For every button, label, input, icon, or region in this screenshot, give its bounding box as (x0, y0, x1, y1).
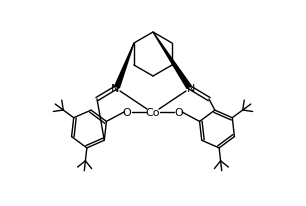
Polygon shape (115, 44, 134, 88)
Text: O: O (123, 108, 131, 117)
Text: Co: Co (146, 108, 160, 117)
Text: N: N (187, 84, 195, 94)
Polygon shape (153, 33, 191, 89)
Text: N: N (111, 84, 119, 94)
Text: O: O (175, 108, 183, 117)
